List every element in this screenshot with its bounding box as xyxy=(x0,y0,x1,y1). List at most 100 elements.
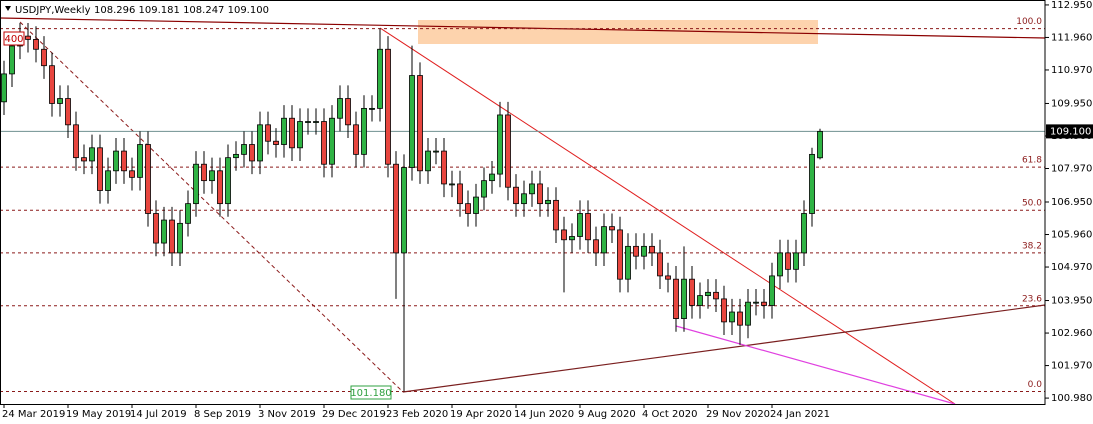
candle-body xyxy=(409,75,415,168)
candle-body xyxy=(49,65,55,104)
y-tick-label: 100.980 xyxy=(1051,393,1092,404)
candle-body xyxy=(745,301,751,326)
candle-body xyxy=(649,245,655,254)
symbol: USDJPY,Weekly xyxy=(15,5,91,16)
candle-body xyxy=(169,219,175,254)
y-tick-label: 101.970 xyxy=(1051,361,1092,372)
candle-body xyxy=(737,311,743,326)
candle-body xyxy=(345,98,351,126)
candle-body xyxy=(513,186,519,205)
candle-body xyxy=(145,144,151,214)
candle-body xyxy=(25,35,31,40)
y-tick-label: 107.970 xyxy=(1051,163,1092,174)
fib-label: 50.0 xyxy=(1022,199,1042,209)
candle-body xyxy=(185,203,191,224)
candle-body xyxy=(769,275,775,306)
trend-line xyxy=(675,325,956,405)
candle-body xyxy=(401,167,407,254)
candle-body xyxy=(617,229,623,280)
candle-body xyxy=(321,121,327,165)
fib-label: 0.0 xyxy=(1028,380,1043,390)
trend-line xyxy=(402,304,1046,393)
x-tick-label: 4 Oct 2020 xyxy=(642,409,697,420)
y-tick-label: 105.960 xyxy=(1051,230,1092,241)
candle-body xyxy=(193,163,199,205)
x-tick-label: 24 Jan 2021 xyxy=(770,409,830,420)
fib-label: 38.2 xyxy=(1022,241,1042,251)
x-tick-label: 29 Nov 2020 xyxy=(706,409,770,420)
candle-body xyxy=(81,157,87,162)
candle-body xyxy=(793,252,799,270)
candle-body xyxy=(289,117,295,149)
candle-body xyxy=(681,278,687,320)
price-tag-label: 109.100 xyxy=(1050,126,1091,137)
candle-body xyxy=(97,147,103,191)
candle-body xyxy=(153,213,159,244)
candle-body xyxy=(809,153,815,214)
candle-body xyxy=(601,226,607,254)
candle-body xyxy=(561,229,567,241)
candle-body xyxy=(273,140,279,145)
candle-body xyxy=(265,124,271,142)
y-tick-label: 103.950 xyxy=(1051,296,1092,307)
candle-body xyxy=(329,117,335,165)
candle-body xyxy=(305,121,311,123)
candle-body xyxy=(385,48,391,165)
candle-body xyxy=(9,45,15,75)
candle-body xyxy=(393,163,399,254)
y-tick-label: 110.970 xyxy=(1051,65,1092,76)
x-tick-label: 23 Feb 2020 xyxy=(386,409,448,420)
menu-triangle xyxy=(5,6,11,11)
annotation: 101.180 xyxy=(350,388,391,399)
candle-body xyxy=(497,114,503,175)
candle-body xyxy=(473,196,479,214)
candle-body xyxy=(553,199,559,231)
candle-body xyxy=(633,245,639,257)
candle-body xyxy=(585,213,591,241)
candle-body xyxy=(417,75,423,172)
candle-body xyxy=(753,301,759,304)
candle-body xyxy=(569,236,575,241)
y-tick-label: 109.950 xyxy=(1051,98,1092,109)
candle-body xyxy=(449,183,455,186)
x-tick-label: 8 Sep 2019 xyxy=(194,409,251,420)
candle-body xyxy=(457,183,463,205)
candle-body xyxy=(313,121,319,123)
price-tag xyxy=(1046,124,1093,139)
candle-body xyxy=(433,150,439,153)
candle-body xyxy=(1,73,7,103)
fib-label: 100.0 xyxy=(1016,17,1042,27)
candle-body xyxy=(177,222,183,254)
candle-body xyxy=(121,150,127,172)
trend-line xyxy=(379,27,956,405)
candles xyxy=(1,22,823,392)
x-tick-label: 3 Nov 2019 xyxy=(258,409,316,420)
candle-body xyxy=(609,226,615,231)
x-tick-label: 19 Apr 2020 xyxy=(450,409,512,420)
candle-body xyxy=(249,144,255,162)
candle-body xyxy=(777,252,783,277)
candle-body xyxy=(113,150,119,172)
candle-body xyxy=(57,98,63,104)
candle-body xyxy=(657,252,663,277)
candle-body xyxy=(361,107,367,155)
candle-body xyxy=(337,98,343,119)
ohlc-text: 108.296 109.181 108.247 109.100 xyxy=(94,5,269,16)
candle-body xyxy=(785,252,791,270)
fib-label: 61.8 xyxy=(1022,156,1042,166)
candle-body xyxy=(729,311,735,323)
candle-body xyxy=(537,183,543,205)
y-tick-label: 102.960 xyxy=(1051,328,1092,339)
candle-body xyxy=(465,203,471,214)
candle-body xyxy=(481,180,487,198)
candle-body xyxy=(673,278,679,320)
candle-body xyxy=(489,173,495,182)
candle-body xyxy=(281,117,287,145)
candle-body xyxy=(209,170,215,182)
candle-body xyxy=(801,213,807,254)
candle-body xyxy=(545,199,551,205)
candle-body xyxy=(89,147,95,162)
candle-body xyxy=(705,291,711,297)
annotation: 400 xyxy=(4,34,23,45)
